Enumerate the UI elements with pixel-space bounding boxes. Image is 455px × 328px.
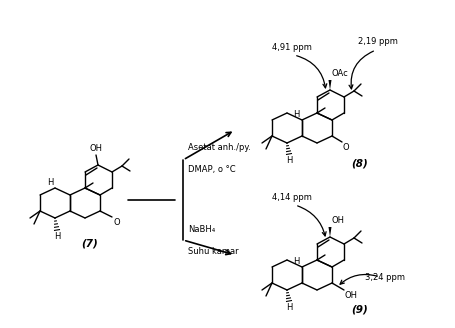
Text: (8): (8) (351, 158, 368, 168)
Text: (9): (9) (351, 305, 368, 315)
Text: O: O (114, 218, 121, 227)
Text: DMAP, o °C: DMAP, o °C (187, 165, 235, 174)
Text: OAc: OAc (331, 69, 348, 78)
Text: H: H (285, 156, 292, 165)
Text: OH: OH (89, 144, 102, 153)
Text: H: H (293, 110, 299, 119)
Text: H: H (293, 257, 299, 266)
Text: 4,91 ppm: 4,91 ppm (271, 44, 311, 52)
Polygon shape (328, 80, 331, 90)
Text: H: H (47, 178, 54, 187)
Polygon shape (328, 227, 331, 237)
Text: OH: OH (331, 216, 344, 225)
Text: H: H (285, 303, 292, 312)
Text: 4,14 ppm: 4,14 ppm (271, 193, 311, 201)
Text: OH: OH (344, 291, 357, 300)
Text: O: O (342, 143, 349, 152)
Text: H: H (54, 232, 60, 241)
Text: 2,19 ppm: 2,19 ppm (357, 37, 397, 47)
Text: (7): (7) (81, 238, 98, 248)
Text: Asetat anh./py.: Asetat anh./py. (187, 143, 250, 152)
Text: Suhu kamar: Suhu kamar (187, 247, 238, 256)
Text: 3,24 ppm: 3,24 ppm (364, 274, 404, 282)
Text: NaBH₄: NaBH₄ (187, 225, 215, 234)
